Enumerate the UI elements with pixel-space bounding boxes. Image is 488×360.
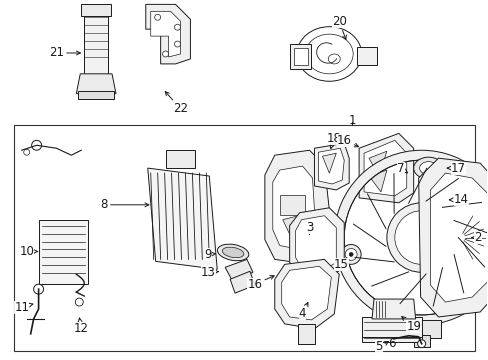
- Circle shape: [34, 284, 43, 294]
- Text: 22: 22: [165, 91, 187, 115]
- Polygon shape: [358, 133, 413, 203]
- Polygon shape: [371, 299, 415, 319]
- Circle shape: [32, 140, 41, 150]
- Polygon shape: [147, 168, 217, 269]
- Circle shape: [417, 340, 425, 348]
- Ellipse shape: [413, 157, 443, 179]
- Text: 3: 3: [305, 221, 312, 234]
- Text: 9: 9: [204, 248, 215, 261]
- Text: 15: 15: [333, 258, 348, 271]
- Circle shape: [75, 298, 83, 306]
- Polygon shape: [289, 208, 344, 277]
- Polygon shape: [282, 215, 302, 244]
- Bar: [279, 195, 304, 215]
- Circle shape: [348, 252, 352, 256]
- Text: 13: 13: [201, 266, 218, 279]
- Text: 5: 5: [374, 340, 387, 353]
- Text: 14: 14: [448, 193, 468, 206]
- Polygon shape: [429, 173, 488, 302]
- Polygon shape: [418, 158, 488, 317]
- Polygon shape: [230, 271, 254, 293]
- Text: 7: 7: [396, 162, 407, 175]
- Text: 16: 16: [336, 134, 358, 147]
- Bar: [413, 335, 428, 347]
- Polygon shape: [274, 260, 339, 329]
- Text: 18: 18: [326, 132, 341, 149]
- Polygon shape: [364, 140, 406, 196]
- Circle shape: [394, 211, 447, 264]
- Polygon shape: [368, 151, 386, 176]
- Circle shape: [174, 41, 180, 47]
- Text: 10: 10: [19, 245, 38, 258]
- Ellipse shape: [217, 244, 248, 261]
- Ellipse shape: [419, 162, 437, 175]
- Text: 21: 21: [49, 46, 80, 59]
- Bar: [419, 182, 443, 218]
- Bar: [165, 150, 195, 168]
- Circle shape: [345, 248, 356, 260]
- Ellipse shape: [222, 247, 244, 258]
- Polygon shape: [361, 317, 421, 342]
- Polygon shape: [272, 166, 314, 249]
- Circle shape: [386, 203, 455, 272]
- Polygon shape: [368, 170, 386, 192]
- Polygon shape: [224, 260, 252, 282]
- Bar: [84, 14, 108, 74]
- Text: 19: 19: [401, 316, 420, 333]
- Bar: [289, 44, 311, 69]
- Text: 1: 1: [348, 114, 355, 127]
- Polygon shape: [76, 74, 116, 94]
- Text: 4: 4: [298, 302, 307, 320]
- Bar: [401, 320, 441, 338]
- Polygon shape: [318, 148, 344, 184]
- Polygon shape: [281, 266, 331, 320]
- Bar: [356, 47, 376, 65]
- Text: 11: 11: [14, 301, 33, 314]
- Circle shape: [154, 14, 161, 20]
- Text: 20: 20: [331, 15, 346, 40]
- Bar: [293, 48, 307, 65]
- Text: 2: 2: [470, 231, 481, 244]
- Bar: [297, 324, 315, 344]
- Polygon shape: [145, 4, 190, 64]
- Circle shape: [24, 149, 30, 155]
- Polygon shape: [314, 143, 348, 190]
- Circle shape: [341, 244, 360, 264]
- Polygon shape: [295, 216, 336, 270]
- Text: 16: 16: [247, 275, 274, 291]
- Bar: [39, 220, 88, 284]
- Text: 6: 6: [387, 337, 395, 350]
- Text: 12: 12: [74, 318, 89, 336]
- Polygon shape: [264, 150, 328, 264]
- Bar: [14, 125, 474, 351]
- Bar: [81, 4, 111, 16]
- Text: 8: 8: [100, 198, 148, 211]
- Circle shape: [163, 51, 168, 57]
- Bar: [423, 186, 439, 214]
- Circle shape: [174, 24, 180, 30]
- Polygon shape: [150, 11, 180, 57]
- Polygon shape: [322, 153, 336, 173]
- Bar: [78, 91, 114, 99]
- Text: 17: 17: [447, 162, 465, 175]
